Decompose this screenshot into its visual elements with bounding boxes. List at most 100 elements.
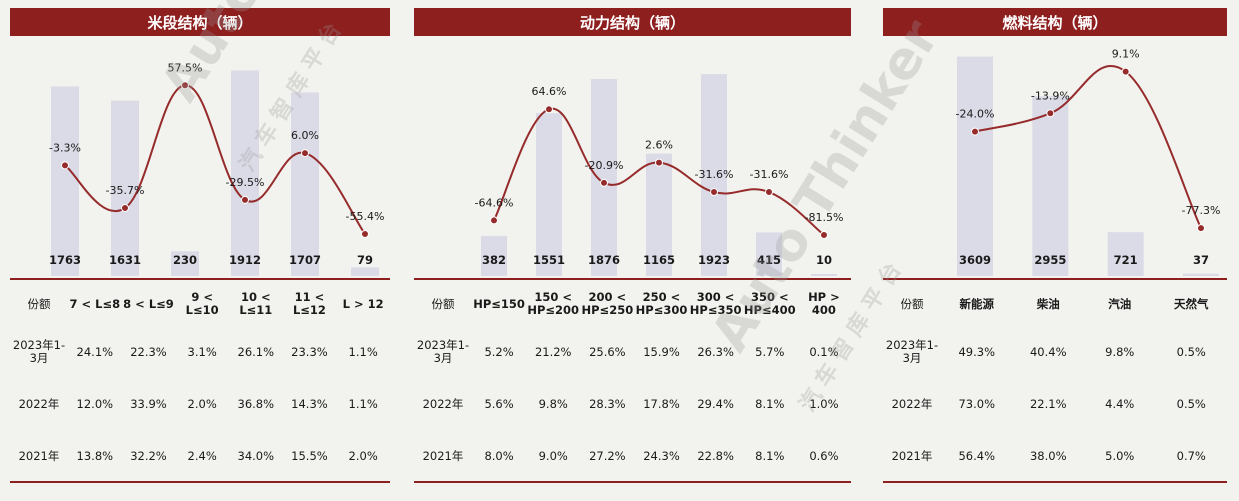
bar — [536, 113, 562, 277]
value-label: 37 — [1193, 253, 1209, 267]
row-label: 2021年 — [891, 448, 933, 463]
growth-point — [710, 188, 718, 197]
value-label: 1165 — [643, 253, 675, 267]
table-cell: 22.8% — [697, 448, 734, 463]
table-cell: 4.4% — [1105, 396, 1135, 411]
table-cell: 5.7% — [755, 344, 785, 359]
growth-label: -31.6% — [750, 168, 789, 181]
table-cell: 36.8% — [237, 396, 275, 411]
value-label: 1551 — [533, 253, 565, 267]
table-cell: 13.8% — [76, 448, 114, 463]
table-cell: 38.0% — [1029, 448, 1067, 463]
growth-label: -55.4% — [346, 210, 385, 223]
header-category: 汽油 — [1108, 296, 1132, 311]
growth-label: -77.3% — [1182, 204, 1221, 217]
bar — [1107, 232, 1144, 276]
bar — [646, 153, 672, 276]
table-row: 2023年1-3月 24.1% 22.3% 3.1% 26.1% 23.3% 1.1% — [10, 326, 390, 378]
row-label: 2021年 — [422, 448, 464, 463]
table-cell: 2.0% — [348, 448, 378, 463]
table-cell: 40.4% — [1029, 344, 1067, 359]
bar — [291, 92, 319, 276]
header-share: 份额 — [900, 296, 924, 311]
table-cell: 24.3% — [643, 448, 680, 463]
row-label: 2022年 — [18, 396, 60, 411]
growth-label: -3.3% — [49, 141, 81, 154]
header-category: 天然气 — [1174, 296, 1209, 311]
header-category: 8 < L≤9 — [123, 296, 174, 311]
bar — [231, 70, 259, 277]
growth-point — [121, 204, 129, 213]
table-cell: 3.1% — [187, 344, 217, 359]
value-label: 3609 — [959, 253, 991, 267]
table-row: 2021年 56.4% 38.0% 5.0% 0.7% — [883, 430, 1227, 482]
value-label: 2955 — [1034, 253, 1066, 267]
table-cell: 5.0% — [1105, 448, 1135, 463]
bar — [701, 74, 727, 277]
value-label: 1631 — [109, 253, 141, 267]
bar — [756, 232, 782, 276]
header-category: L > 12 — [342, 296, 384, 311]
growth-point — [600, 178, 608, 187]
header-category: HP > 400 — [808, 290, 840, 317]
value-label: 1707 — [289, 253, 321, 267]
value-label: 1876 — [588, 253, 620, 267]
growth-point — [1121, 67, 1130, 76]
growth-label: 9.1% — [1112, 48, 1140, 61]
header-share: 份额 — [27, 296, 51, 311]
header-category: 10 < L≤11 — [239, 290, 273, 317]
row-label: 2023年1-3月 — [12, 338, 66, 365]
table-cell: 22.1% — [1029, 396, 1067, 411]
table-cell: 0.1% — [809, 344, 839, 359]
growth-point — [1046, 109, 1055, 118]
table-cell: 14.3% — [291, 396, 328, 411]
table-cell: 34.0% — [237, 448, 275, 463]
growth-point — [655, 158, 663, 167]
table-cell: 27.2% — [589, 448, 626, 463]
table-header-row: 份额 新能源 柴油 汽油 天然气 — [883, 282, 1227, 326]
value-label: 1763 — [49, 253, 81, 267]
table-cell: 15.5% — [291, 448, 328, 463]
table-cell: 22.3% — [130, 344, 167, 359]
bar — [811, 274, 837, 276]
growth-point — [820, 230, 828, 239]
table-cell: 5.6% — [484, 396, 514, 411]
table-cell: 0.5% — [1176, 344, 1206, 359]
table-cell: 33.9% — [130, 396, 167, 411]
header-category: 7 < L≤8 — [69, 296, 121, 311]
growth-label: -13.9% — [1031, 89, 1070, 102]
table-cell: 1.0% — [809, 396, 839, 411]
table-cell: 73.0% — [958, 396, 996, 411]
table-cell: 15.9% — [643, 344, 680, 359]
growth-point — [301, 149, 309, 158]
table-cell: 9.8% — [538, 396, 568, 411]
table-bottom-rule — [883, 481, 1227, 483]
table-row: 2022年 73.0% 22.1% 4.4% 0.5% — [883, 378, 1227, 430]
table-cell: 12.0% — [76, 396, 114, 411]
header-category: 150 < HP≤200 — [527, 290, 580, 317]
table-bottom-rule — [414, 481, 851, 483]
table-cell: 1.1% — [348, 344, 378, 359]
table-cell: 9.8% — [1105, 344, 1135, 359]
table-row: 2022年 5.6% 9.8% 28.3% 17.8% 29.4% 8.1% 1.0% — [414, 378, 851, 430]
table-cell: 0.6% — [809, 448, 839, 463]
table-cell: 9.0% — [538, 448, 568, 463]
fuel-chart: -24.0% 3609 -13.9% 2955 9.1% 721 -77.3% 37 — [956, 48, 1221, 277]
value-label: 10 — [816, 253, 832, 267]
value-label: 79 — [357, 253, 373, 267]
growth-label: -24.0% — [956, 108, 995, 121]
bar — [481, 235, 507, 276]
row-label: 2021年 — [18, 448, 60, 463]
value-label: 382 — [482, 253, 506, 267]
panel-title: 燃料结构（辆） — [883, 8, 1227, 36]
header-category: 柴油 — [1036, 296, 1060, 311]
table-cell: 2.4% — [187, 448, 217, 463]
growth-point — [361, 229, 369, 238]
table-cell: 0.7% — [1176, 448, 1206, 463]
header-category: 350 < HP≤400 — [743, 290, 796, 317]
growth-point — [971, 127, 979, 136]
growth-point — [765, 188, 773, 197]
bar — [1032, 96, 1069, 277]
table-top-rule — [10, 278, 390, 280]
table-cell: 8.1% — [755, 448, 785, 463]
